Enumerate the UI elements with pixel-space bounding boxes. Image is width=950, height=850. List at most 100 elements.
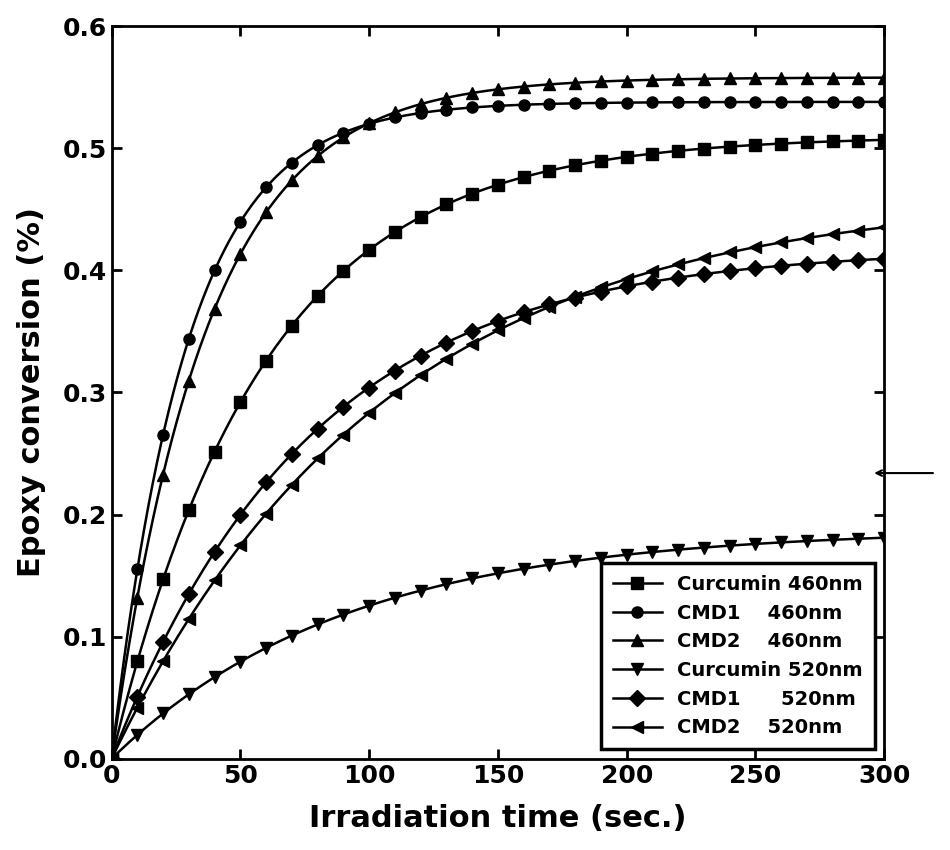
- Curcumin 460nm: [415, 212, 427, 222]
- CMD1      520nm: [569, 292, 580, 303]
- CMD1    460nm: [235, 217, 246, 227]
- CMD2    460nm: [312, 151, 323, 162]
- Curcumin 460nm: [853, 135, 864, 145]
- CMD2    520nm: [492, 326, 504, 336]
- Curcumin 520nm: [673, 545, 684, 555]
- CMD2    520nm: [312, 453, 323, 463]
- Curcumin 460nm: [209, 446, 220, 456]
- CMD1    460nm: [647, 97, 658, 107]
- Curcumin 460nm: [132, 656, 143, 666]
- CMD2    520nm: [569, 292, 580, 302]
- CMD2    520nm: [337, 429, 349, 439]
- Curcumin 520nm: [569, 556, 580, 566]
- Line: CMD2    520nm: CMD2 520nm: [106, 222, 890, 764]
- CMD1      520nm: [698, 269, 710, 279]
- Curcumin 460nm: [183, 505, 195, 515]
- CMD2    520nm: [183, 614, 195, 624]
- Curcumin 520nm: [879, 533, 890, 543]
- Curcumin 460nm: [105, 754, 117, 764]
- CMD2    520nm: [775, 237, 787, 247]
- Curcumin 520nm: [698, 542, 710, 552]
- CMD1      520nm: [235, 510, 246, 520]
- Curcumin 520nm: [183, 689, 195, 700]
- Curcumin 460nm: [621, 152, 633, 162]
- CMD1    460nm: [105, 754, 117, 764]
- CMD2    460nm: [364, 118, 375, 128]
- CMD1      520nm: [750, 264, 761, 274]
- CMD2    460nm: [801, 73, 812, 83]
- CMD1      520nm: [801, 258, 812, 269]
- Curcumin 520nm: [596, 552, 607, 563]
- Curcumin 460nm: [441, 199, 452, 209]
- CMD2    520nm: [286, 479, 297, 490]
- CMD2    460nm: [415, 99, 427, 110]
- CMD1      520nm: [775, 261, 787, 271]
- CMD1    460nm: [775, 97, 787, 107]
- Curcumin 460nm: [543, 166, 555, 176]
- CMD1    460nm: [853, 97, 864, 107]
- CMD1    460nm: [158, 429, 169, 439]
- CMD2    520nm: [750, 242, 761, 252]
- CMD2    460nm: [441, 93, 452, 103]
- CMD1      520nm: [492, 316, 504, 326]
- Curcumin 460nm: [518, 172, 529, 182]
- CMD1    460nm: [518, 99, 529, 110]
- CMD1    460nm: [415, 108, 427, 118]
- CMD1      520nm: [466, 326, 478, 337]
- CMD2    520nm: [132, 703, 143, 713]
- Curcumin 460nm: [312, 291, 323, 301]
- CMD1      520nm: [390, 366, 401, 376]
- Line: CMD1    460nm: CMD1 460nm: [106, 96, 890, 764]
- CMD2    520nm: [647, 266, 658, 276]
- CMD2    460nm: [466, 88, 478, 98]
- CMD1      520nm: [621, 281, 633, 292]
- CMD2    520nm: [879, 222, 890, 232]
- CMD1      520nm: [364, 382, 375, 393]
- CMD1      520nm: [260, 477, 272, 487]
- Curcumin 520nm: [415, 586, 427, 596]
- CMD2    520nm: [105, 754, 117, 764]
- Line: CMD1      520nm: CMD1 520nm: [106, 253, 890, 764]
- CMD1    460nm: [337, 128, 349, 138]
- Curcumin 520nm: [492, 569, 504, 579]
- Curcumin 520nm: [466, 574, 478, 584]
- CMD2    460nm: [390, 107, 401, 117]
- Curcumin 520nm: [260, 643, 272, 653]
- CMD2    520nm: [158, 656, 169, 666]
- CMD2    460nm: [158, 469, 169, 479]
- CMD2    460nm: [183, 376, 195, 386]
- CMD1    460nm: [827, 97, 839, 107]
- X-axis label: Irradiation time (sec.): Irradiation time (sec.): [309, 804, 687, 833]
- Curcumin 520nm: [364, 601, 375, 611]
- Curcumin 520nm: [235, 656, 246, 666]
- Curcumin 460nm: [775, 139, 787, 149]
- CMD1    460nm: [209, 265, 220, 275]
- CMD1    460nm: [492, 101, 504, 111]
- Curcumin 460nm: [364, 245, 375, 255]
- Y-axis label: Epoxy conversion (%): Epoxy conversion (%): [17, 207, 46, 577]
- CMD2    520nm: [543, 302, 555, 312]
- CMD2    460nm: [543, 79, 555, 89]
- CMD1    460nm: [698, 97, 710, 107]
- Curcumin 460nm: [569, 160, 580, 170]
- Curcumin 460nm: [596, 156, 607, 166]
- Curcumin 520nm: [775, 537, 787, 547]
- Curcumin 520nm: [647, 547, 658, 557]
- Curcumin 520nm: [853, 534, 864, 544]
- CMD2    520nm: [621, 274, 633, 284]
- CMD1      520nm: [337, 402, 349, 412]
- Curcumin 520nm: [543, 559, 555, 570]
- CMD1    460nm: [673, 97, 684, 107]
- Curcumin 520nm: [286, 631, 297, 641]
- Curcumin 520nm: [312, 620, 323, 630]
- CMD2    520nm: [596, 282, 607, 292]
- Curcumin 520nm: [441, 579, 452, 589]
- Curcumin 520nm: [750, 539, 761, 549]
- Curcumin 520nm: [724, 541, 735, 551]
- Curcumin 460nm: [390, 227, 401, 237]
- Curcumin 520nm: [621, 550, 633, 560]
- CMD2    460nm: [698, 74, 710, 84]
- CMD1    460nm: [286, 157, 297, 167]
- CMD2    520nm: [724, 247, 735, 258]
- Line: CMD2    460nm: CMD2 460nm: [106, 72, 890, 764]
